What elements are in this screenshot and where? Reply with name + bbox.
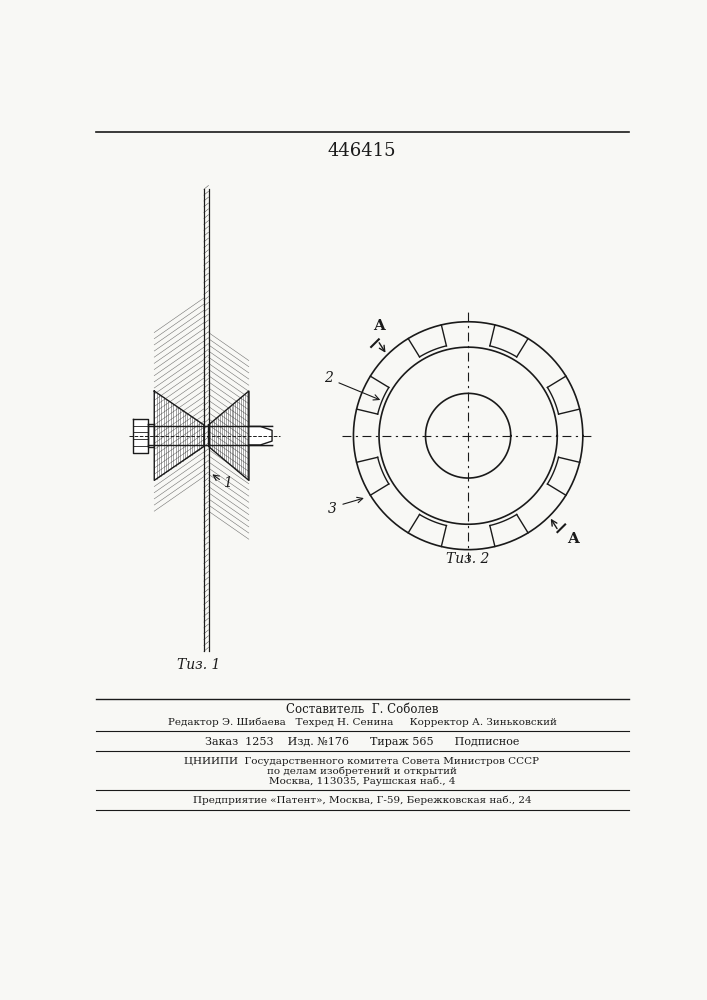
- Polygon shape: [249, 426, 272, 445]
- Text: по делам изобретений и открытий: по делам изобретений и открытий: [267, 767, 457, 776]
- Text: 2: 2: [324, 371, 332, 385]
- Text: Τиз. 1: Τиз. 1: [177, 658, 220, 672]
- Text: Составитель  Г. Соболев: Составитель Г. Соболев: [286, 703, 438, 716]
- Text: ЦНИИПИ  Государственного комитета Совета Министров СССР: ЦНИИПИ Государственного комитета Совета …: [185, 757, 539, 766]
- Text: A: A: [373, 319, 385, 333]
- Text: Τиз. 2: Τиз. 2: [446, 552, 490, 566]
- Text: 446415: 446415: [328, 142, 396, 160]
- Text: Москва, 113035, Раушская наб., 4: Москва, 113035, Раушская наб., 4: [269, 777, 455, 786]
- Text: Предприятие «Патент», Москва, Г-59, Бережковская наб., 24: Предприятие «Патент», Москва, Г-59, Бере…: [192, 795, 531, 805]
- Polygon shape: [148, 424, 154, 447]
- Polygon shape: [209, 391, 249, 480]
- Polygon shape: [148, 426, 272, 445]
- Text: 1: 1: [223, 476, 232, 490]
- Text: Редактор Э. Шибаева   Техред Н. Сенина     Корректор А. Зиньковский: Редактор Э. Шибаева Техред Н. Сенина Кор…: [168, 717, 556, 727]
- Polygon shape: [154, 391, 204, 480]
- Text: A: A: [568, 532, 579, 546]
- Text: 3: 3: [327, 502, 337, 516]
- Polygon shape: [132, 419, 148, 453]
- Text: Заказ  1253    Изд. №176      Тираж 565      Подписное: Заказ 1253 Изд. №176 Тираж 565 Подписное: [205, 737, 519, 747]
